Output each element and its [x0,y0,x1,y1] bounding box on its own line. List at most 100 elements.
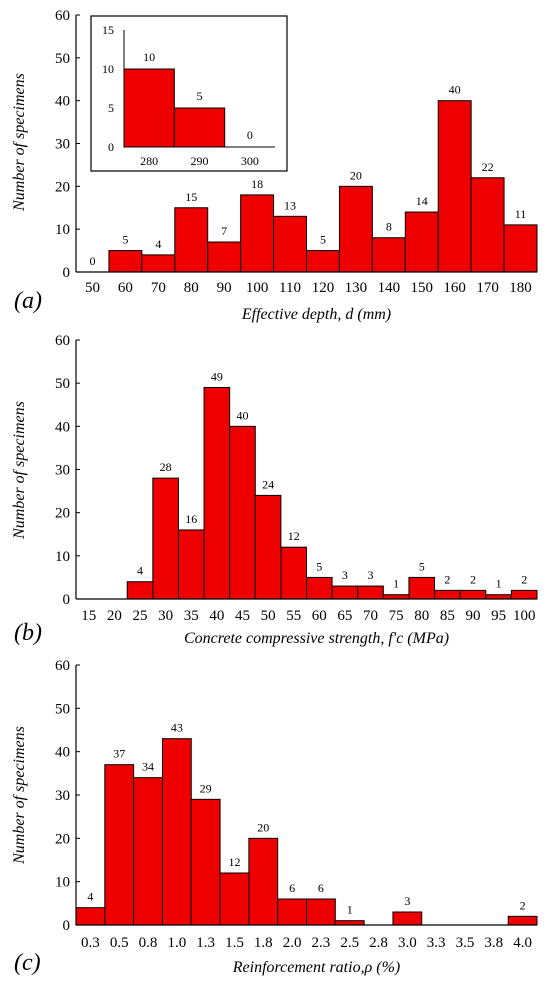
inset-y-tick-label: 0 [108,140,114,154]
data-label: 49 [211,369,223,383]
y-tick-label: 30 [55,463,70,479]
x-tick-label: 130 [345,280,368,296]
data-label: 2 [520,898,526,912]
data-label: 5 [316,559,322,573]
data-label: 1 [496,577,502,591]
data-label: 8 [386,220,392,234]
bar [280,546,307,600]
bar [104,764,135,926]
x-axis-title: Reinforcement ratio,ρ (%) [232,959,400,976]
data-label: 5 [419,559,425,573]
data-label: 11 [515,207,527,221]
bar [207,241,242,273]
y-tick-label: 20 [55,831,70,847]
x-tick-label: 30 [158,608,173,624]
x-tick-label: 3.5 [456,935,475,951]
data-label: 16 [185,512,197,526]
y-tick-label: 50 [55,376,70,392]
inset-data-label: 10 [143,50,155,64]
data-label: 4 [87,890,93,904]
x-tick-label: 0.5 [110,935,129,951]
x-tick-label: 65 [337,608,352,624]
inset-y-tick-label: 5 [108,101,114,115]
data-label: 5 [122,233,128,247]
bar [338,185,373,273]
bar [126,581,154,600]
bar [190,798,221,926]
inset-data-label: 0 [247,128,253,142]
bar [306,576,333,600]
x-tick-label: 70 [363,608,378,624]
x-tick-label: 25 [133,608,148,624]
bar [254,494,282,600]
y-axis-title: Number of specimens [11,73,28,212]
bar [203,386,231,600]
bar [371,237,406,273]
x-tick-label: 3.8 [484,935,503,951]
x-tick-label: 55 [286,608,301,624]
data-label: 3 [342,568,348,582]
bar [161,738,192,926]
data-label: 29 [200,781,212,795]
x-tick-label: 40 [209,608,224,624]
inset-bar [173,107,226,148]
y-tick-label: 10 [55,875,70,891]
panel-label: (b) [14,620,42,646]
data-label: 40 [236,408,248,422]
inset-x-tick-label: 300 [241,154,259,168]
data-label: 3 [368,568,374,582]
data-label: 20 [257,820,269,834]
inset-frame [90,15,288,172]
bar [408,576,436,600]
data-label: 43 [171,721,183,735]
x-tick-label: 90 [465,608,480,624]
data-label: 7 [221,224,227,238]
data-label: 2 [470,572,476,586]
x-tick-label: 100 [246,280,269,296]
x-tick-label: 180 [509,280,532,296]
data-label: 28 [160,460,172,474]
bar [392,911,423,926]
x-tick-label: 75 [389,608,404,624]
data-label: 22 [482,160,494,174]
data-label: 24 [262,477,274,491]
x-tick-label: 15 [81,608,96,624]
y-tick-label: 30 [55,788,70,804]
data-label: 0 [89,254,95,268]
x-tick-label: 0.8 [139,935,158,951]
y-tick-label: 20 [55,179,70,195]
y-tick-label: 60 [55,333,70,349]
y-tick-label: 60 [55,8,70,24]
inset-x-tick-label: 280 [140,154,158,168]
bar [75,907,106,926]
bar [331,585,359,600]
bar [434,589,461,600]
bar [503,224,538,273]
x-axis-title: Effective depth, d (mm) [241,306,391,323]
inset-chart: 10 5 0 0 5 10 15 280 290 300 [90,15,288,172]
data-label: 37 [113,747,125,761]
data-label: 14 [416,194,428,208]
data-label: 15 [185,190,197,204]
x-tick-label: 1.8 [254,935,273,951]
bar [108,250,143,273]
data-label: 12 [228,855,240,869]
y-axis-title: Number of specimens [11,726,28,865]
y-tick-label: 50 [55,51,70,67]
x-tick-label: 120 [312,280,335,296]
bar [306,898,336,926]
data-label: 4 [155,237,161,251]
data-label: 1 [347,903,353,917]
x-tick-label: 170 [476,280,499,296]
x-tick-label: 35 [184,608,199,624]
inset-data-label: 5 [197,89,203,103]
x-tick-label: 95 [491,608,506,624]
bar [459,589,487,600]
y-tick-label: 0 [63,918,71,934]
bar [248,837,279,926]
x-tick-label: 80 [414,608,429,624]
x-tick-label: 3.0 [398,935,417,951]
